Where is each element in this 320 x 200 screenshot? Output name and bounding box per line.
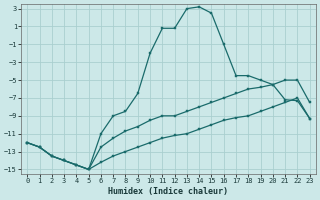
X-axis label: Humidex (Indice chaleur): Humidex (Indice chaleur) [108, 187, 228, 196]
